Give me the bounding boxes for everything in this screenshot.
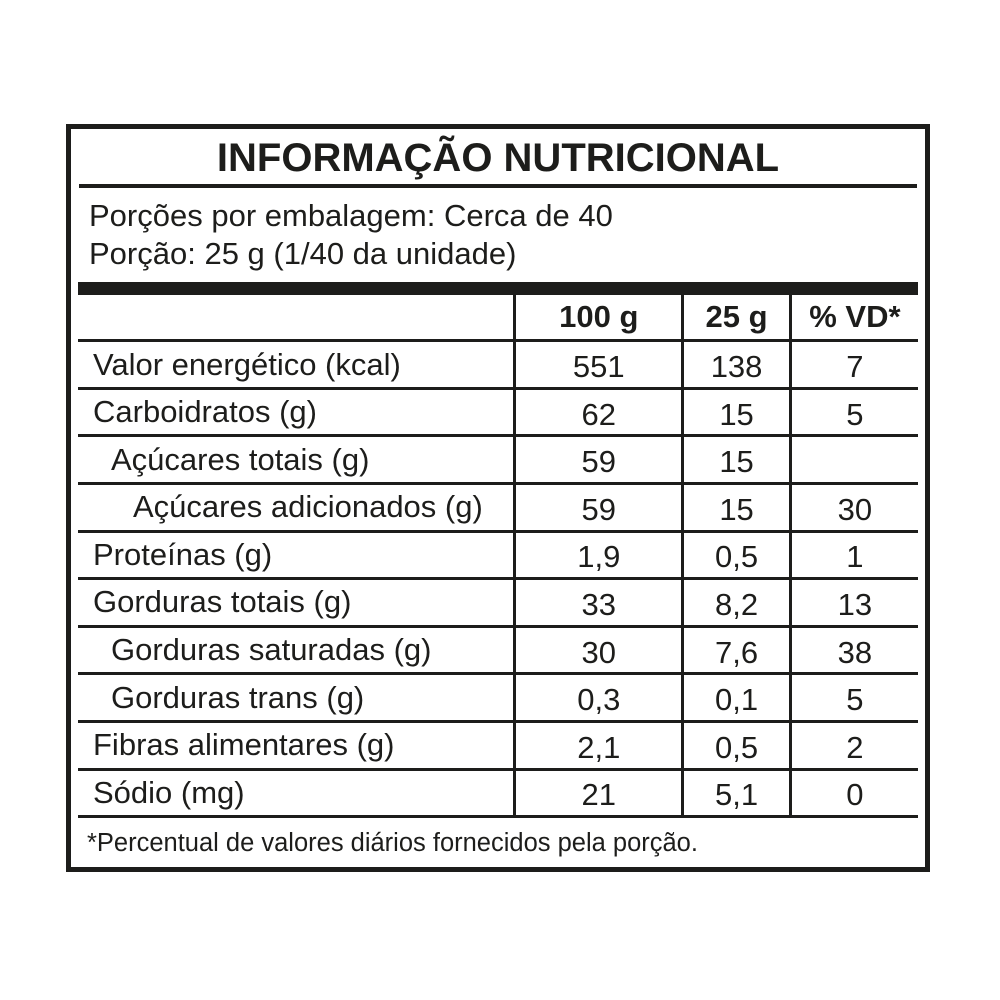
value-per-portion: 15 <box>681 483 791 533</box>
value-per-100g: 2,1 <box>513 721 683 771</box>
value-per-100g: 30 <box>513 626 683 676</box>
nutrient-row: Sódio (mg) 21 5,1 0 <box>78 769 918 819</box>
value-per-portion: 8,2 <box>681 578 791 628</box>
value-percent-dv: 13 <box>788 578 918 628</box>
value-per-portion: 0,5 <box>681 531 791 581</box>
value-per-portion: 138 <box>681 340 791 390</box>
value-per-portion: 0,1 <box>681 673 791 723</box>
serving-info: Porções por embalagem: Cerca de 40 Porçã… <box>71 188 925 273</box>
header-separator-bar <box>78 281 918 295</box>
nutrient-row: Gorduras trans (g) 0,3 0,1 5 <box>78 673 918 723</box>
nutrition-label: INFORMAÇÃO NUTRICIONAL Porções por embal… <box>66 124 930 872</box>
nutrient-name: Proteínas (g) <box>78 531 515 581</box>
value-per-portion: 15 <box>681 435 791 485</box>
nutrient-row: Açúcares totais (g) 59 15 <box>78 435 918 485</box>
value-percent-dv: 0 <box>788 769 918 819</box>
header-per-100g: 100 g <box>513 294 683 343</box>
nutrient-name: Gorduras saturadas (g) <box>78 626 515 676</box>
value-percent-dv: 38 <box>788 626 918 676</box>
value-per-100g: 21 <box>513 769 683 819</box>
value-per-100g: 59 <box>513 435 683 485</box>
value-per-portion: 0,5 <box>681 721 791 771</box>
nutrient-name: Fibras alimentares (g) <box>78 721 515 771</box>
value-per-100g: 33 <box>513 578 683 628</box>
table-header-row: 100 g 25 g % VD* <box>78 294 918 343</box>
nutrition-table-body: Valor energético (kcal) 551 138 7 Carboidrat… <box>78 340 918 819</box>
value-per-100g: 0,3 <box>513 673 683 723</box>
header-percent-dv: % VD* <box>788 294 918 343</box>
value-per-portion: 5,1 <box>681 769 791 819</box>
daily-value-footnote: *Percentual de valores diários fornecido… <box>87 829 698 858</box>
value-percent-dv: 30 <box>788 483 918 533</box>
value-percent-dv: 7 <box>788 340 918 390</box>
value-per-100g: 551 <box>513 340 683 390</box>
value-per-portion: 7,6 <box>681 626 791 676</box>
header-per-portion: 25 g <box>681 294 791 343</box>
servings-per-package: Porções por embalagem: Cerca de 40 <box>89 198 613 233</box>
nutrient-row: Gorduras saturadas (g) 30 7,6 38 <box>78 626 918 676</box>
nutrition-label-title: INFORMAÇÃO NUTRICIONAL <box>216 136 780 180</box>
nutrient-name: Gorduras totais (g) <box>78 578 515 628</box>
nutrient-row: Açúcares adicionados (g) 59 15 30 <box>78 483 918 533</box>
header-nutrient-blank <box>78 294 515 343</box>
nutrient-row: Proteínas (g) 1,9 0,5 1 <box>78 531 918 581</box>
value-per-portion: 15 <box>681 388 791 438</box>
nutrient-name: Sódio (mg) <box>78 769 515 819</box>
value-percent-dv <box>788 435 918 485</box>
value-per-100g: 1,9 <box>513 531 683 581</box>
nutrient-row: Fibras alimentares (g) 2,1 0,5 2 <box>78 721 918 771</box>
nutrient-row: Carboidratos (g) 62 15 5 <box>78 388 918 438</box>
nutrient-name: Açúcares adicionados (g) <box>78 483 515 533</box>
serving-size: Porção: 25 g (1/40 da unidade) <box>89 235 517 271</box>
title-divider <box>79 184 917 188</box>
value-percent-dv: 5 <box>788 673 918 723</box>
nutrient-name: Açúcares totais (g) <box>78 435 515 485</box>
value-per-100g: 62 <box>513 388 683 438</box>
nutrient-name: Carboidratos (g) <box>78 388 515 438</box>
value-per-100g: 59 <box>513 483 683 533</box>
value-percent-dv: 5 <box>788 388 918 438</box>
nutrient-row: Valor energético (kcal) 551 138 7 <box>78 340 918 390</box>
nutrient-row: Gorduras totais (g) 33 8,2 13 <box>78 578 918 628</box>
value-percent-dv: 1 <box>788 531 918 581</box>
value-percent-dv: 2 <box>788 721 918 771</box>
nutrient-name: Gorduras trans (g) <box>78 673 515 723</box>
nutrition-table: 100 g 25 g % VD* Valor energético (kcal)… <box>78 294 918 819</box>
nutrient-name: Valor energético (kcal) <box>78 340 515 390</box>
